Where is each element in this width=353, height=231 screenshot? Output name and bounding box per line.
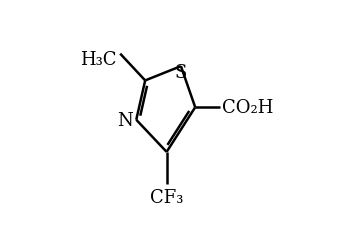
Text: S: S xyxy=(175,63,187,81)
Text: CO₂H: CO₂H xyxy=(222,99,273,117)
Text: H₃C: H₃C xyxy=(80,51,116,69)
Text: N: N xyxy=(117,111,133,129)
Text: CF₃: CF₃ xyxy=(150,188,183,206)
